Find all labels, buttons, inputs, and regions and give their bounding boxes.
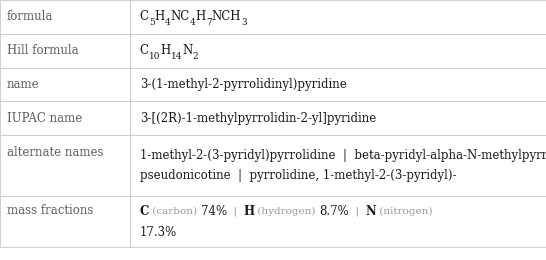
Text: 17.3%: 17.3%: [140, 226, 177, 239]
Text: pseudonicotine  |  pyrrolidine, 1-methyl-2-(3-pyridyl)-: pseudonicotine | pyrrolidine, 1-methyl-2…: [140, 170, 456, 183]
Text: N: N: [365, 205, 376, 218]
Text: H: H: [195, 10, 206, 23]
Text: 4: 4: [190, 18, 195, 27]
Text: 1-methyl-2-(3-pyridyl)pyrrolidine  |  beta-pyridyl-alpha-N-methylpyrrolidine  | : 1-methyl-2-(3-pyridyl)pyrrolidine | beta…: [140, 149, 546, 162]
Text: NCH: NCH: [212, 10, 241, 23]
Text: alternate names: alternate names: [7, 146, 103, 159]
Bar: [130, 196, 546, 247]
Bar: [0, 101, 130, 135]
Text: 8.7%: 8.7%: [319, 205, 349, 218]
Text: 3: 3: [241, 18, 247, 27]
Text: formula: formula: [7, 10, 53, 23]
Text: |: |: [227, 207, 244, 216]
Text: C: C: [140, 205, 149, 218]
Text: H: H: [244, 205, 254, 218]
Text: Hill formula: Hill formula: [7, 44, 78, 57]
Bar: [0, 135, 130, 196]
Text: N: N: [182, 44, 192, 57]
Text: 74%: 74%: [200, 205, 227, 218]
Text: (nitrogen): (nitrogen): [376, 207, 433, 216]
Text: IUPAC name: IUPAC name: [7, 112, 82, 125]
Bar: [0, 68, 130, 101]
Bar: [130, 101, 546, 135]
Text: NC: NC: [171, 10, 190, 23]
Bar: [130, 34, 546, 68]
Text: name: name: [7, 78, 39, 91]
Bar: [0, 34, 130, 68]
Text: C: C: [140, 44, 149, 57]
Bar: [130, 68, 546, 101]
Text: |: |: [349, 207, 365, 216]
Text: 5: 5: [149, 18, 155, 27]
Text: 3-[(2R)-1-methylpyrrolidin-2-yl]pyridine: 3-[(2R)-1-methylpyrrolidin-2-yl]pyridine: [140, 112, 376, 125]
Text: 7: 7: [206, 18, 212, 27]
Text: 10: 10: [149, 52, 161, 61]
Text: H: H: [155, 10, 165, 23]
Text: (carbon): (carbon): [149, 207, 200, 216]
Bar: [130, 135, 546, 196]
Bar: [0, 196, 130, 247]
Bar: [130, 0, 546, 34]
Text: mass fractions: mass fractions: [7, 204, 93, 217]
Text: C: C: [140, 10, 149, 23]
Bar: [0, 0, 130, 34]
Text: 14: 14: [170, 52, 182, 61]
Text: H: H: [161, 44, 170, 57]
Text: 2: 2: [192, 52, 198, 61]
Text: 3-(1-methyl-2-pyrrolidinyl)pyridine: 3-(1-methyl-2-pyrrolidinyl)pyridine: [140, 78, 347, 91]
Text: (hydrogen): (hydrogen): [254, 207, 319, 216]
Text: 4: 4: [165, 18, 171, 27]
